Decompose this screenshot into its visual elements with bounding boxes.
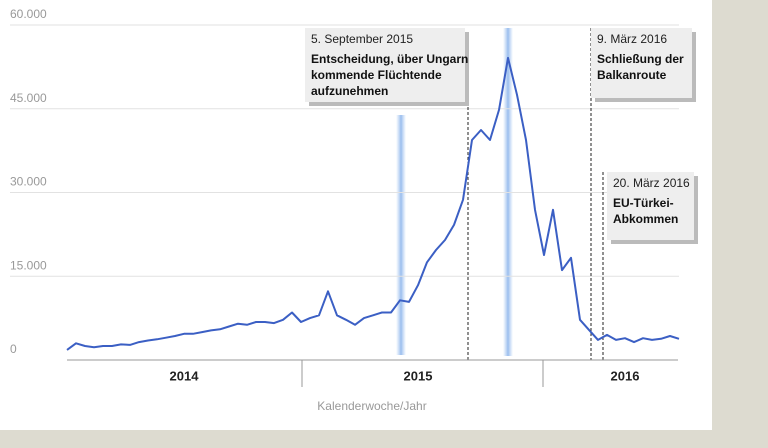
annotation-date: 9. März 2016 (597, 32, 667, 46)
annotation-text: Balkanroute (597, 68, 667, 82)
annotation-text: Abkommen (613, 212, 678, 226)
y-tick-label: 15.000 (10, 258, 47, 272)
x-tick-label: 2016 (611, 368, 640, 383)
x-tick-label: 2015 (404, 368, 433, 383)
annotation-date: 5. September 2015 (311, 32, 413, 46)
data-line (66, 56, 680, 351)
highlight (396, 115, 406, 355)
annotation-box (305, 28, 465, 102)
y-tick-label: 30.000 (10, 175, 47, 189)
annotation-box (591, 28, 692, 98)
annotation-text: EU-Türkei- (613, 196, 674, 210)
x-axis-label: Kalenderwoche/Jahr (317, 399, 426, 413)
annotation-text: Schließung der (597, 52, 684, 66)
y-tick-label: 45.000 (10, 91, 47, 105)
annotation-box (607, 172, 694, 240)
x-tick-label: 2014 (170, 368, 200, 383)
annotation-text: aufzunehmen (311, 84, 388, 98)
annotation-date: 20. März 2016 (613, 176, 690, 190)
y-tick-label: 0 (10, 342, 17, 356)
annotation-text: Entscheidung, über Ungarn (311, 52, 468, 66)
y-tick-label: 60.000 (10, 7, 47, 21)
annotation-text: kommende Flüchtende (311, 68, 442, 82)
